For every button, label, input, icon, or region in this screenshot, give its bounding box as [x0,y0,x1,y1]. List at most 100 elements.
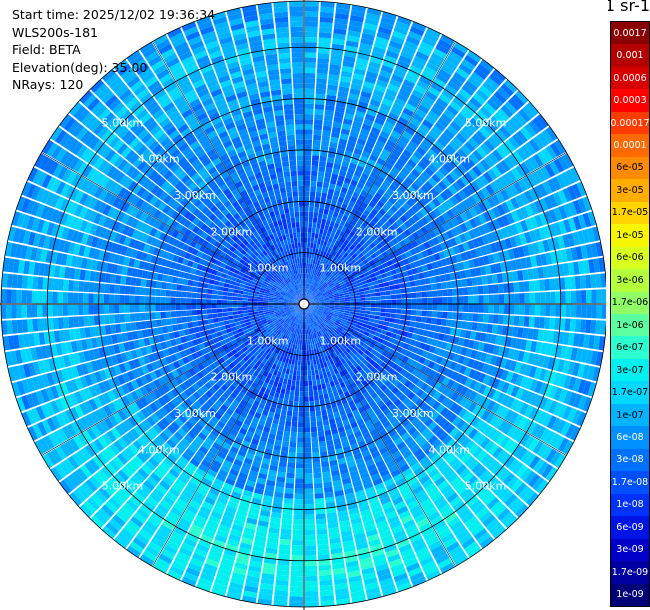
range-gate-cell [112,81,126,94]
range-gate-cell [224,264,231,271]
range-gate-cell [35,406,46,421]
range-gate-cell [110,242,119,253]
range-gate-cell [300,294,303,300]
range-gate-cell [312,457,321,463]
range-gate-cell [350,304,356,307]
range-gate-cell [46,451,58,466]
range-gate-cell [360,398,368,407]
range-gate-cell [231,491,242,500]
range-gate-cell [253,290,260,295]
range-gate-cell [264,354,271,360]
range-gate-cell [420,498,432,509]
range-gate-cell [154,410,164,420]
range-gate-cell [476,532,491,545]
range-gate-cell [304,406,310,412]
range-gate-cell [214,98,227,107]
range-gate-cell [291,380,296,386]
range-gate-cell [179,226,188,235]
range-gate-cell [59,396,70,410]
range-gate-cell [238,313,244,318]
range-gate-cell [346,353,352,360]
range-gate-cell [283,335,288,341]
range-gate-cell [248,256,255,262]
range-gate-cell [321,322,326,327]
range-gate-cell [534,304,541,316]
range-gate-cell [149,195,159,206]
range-gate-cell [62,304,68,316]
range-gate-cell [237,185,246,193]
range-gate-cell [363,391,371,399]
range-gate-cell [294,306,300,310]
range-gate-cell [289,353,294,360]
range-gate-cell [35,248,43,262]
range-gate-cell [362,359,369,366]
range-gate-cell [176,317,183,324]
range-gate-cell [101,261,108,272]
range-gate-cell [158,553,173,565]
range-gate-cell [557,331,565,345]
range-gate-cell [318,307,325,310]
range-gate-cell [202,402,211,411]
range-gate-cell [256,407,264,415]
range-gate-cell [283,273,288,279]
range-gate-cell [477,395,487,407]
range-gate-cell [112,400,122,412]
range-gate-cell [353,484,364,493]
range-gate-cell [162,155,173,166]
range-gate-cell [196,16,212,26]
range-gate-cell [309,323,312,329]
range-gate-cell [304,550,317,556]
range-gate-cell [52,430,64,445]
range-gate-cell [221,515,234,524]
range-gate-cell [461,512,475,524]
range-gate-cell [395,390,403,399]
range-gate-cell [12,365,21,381]
range-gate-cell [252,230,259,238]
range-gate-cell [374,351,382,359]
range-gate-cell [180,235,189,243]
range-gate-cell [101,466,113,479]
range-gate-cell [98,108,111,122]
range-gate-cell [237,552,250,560]
range-gate-cell [458,508,472,520]
range-gate-cell [232,242,239,249]
range-gate-cell [182,322,189,330]
range-gate-cell [518,316,525,327]
range-gate-cell [536,479,549,494]
range-gate-cell [261,431,269,438]
range-gate-cell [269,195,276,202]
range-gate-cell [139,312,146,321]
range-gate-cell [232,330,239,336]
range-gate-cell [501,394,511,406]
range-gate-cell [319,373,324,380]
range-gate-cell [189,557,204,568]
range-gate-cell [204,437,215,446]
range-gate-cell [160,258,168,267]
range-gate-cell [358,394,366,402]
range-gate-cell [132,413,142,425]
range-gate-cell [545,304,551,317]
range-gate-cell [595,320,602,335]
range-gate-cell [161,282,167,290]
range-gate-cell [295,339,299,345]
range-gate-cell [416,379,425,389]
range-gate-cell [79,402,89,416]
range-gate-cell [379,577,394,587]
range-gate-cell [371,450,381,459]
range-gate-cell [182,342,189,350]
range-gate-cell [173,431,184,441]
range-gate-cell [193,234,201,242]
range-gate-cell [6,289,12,304]
range-gate-cell [145,545,160,557]
range-gate-cell [300,329,303,335]
range-gate-cell [257,304,263,307]
range-gate-cell [585,319,592,334]
range-gate-cell [411,430,421,440]
range-gate-cell [507,348,515,360]
range-gate-cell [119,506,132,519]
range-gate-cell [567,361,576,375]
range-gate-cell [198,153,209,163]
range-gate-cell [277,398,284,405]
range-gate-cell [269,390,276,397]
range-gate-cell [79,90,93,104]
